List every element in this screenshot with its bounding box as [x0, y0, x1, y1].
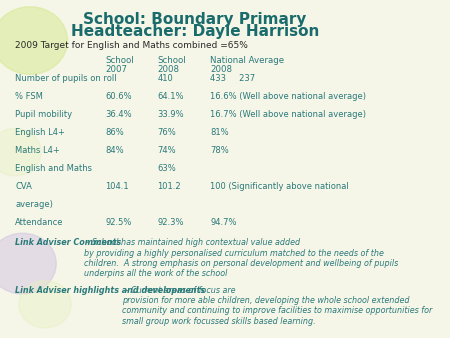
Text: 92.3%: 92.3% — [158, 218, 184, 227]
Text: 81%: 81% — [210, 128, 229, 137]
Circle shape — [0, 7, 68, 74]
Text: National Average: National Average — [210, 56, 284, 65]
Circle shape — [0, 128, 41, 176]
Text: 410: 410 — [158, 74, 173, 83]
Text: - School has maintained high contextual value added
by providing a highly person: - School has maintained high contextual … — [85, 238, 399, 279]
Text: 2009 Target for English and Maths combined =65%: 2009 Target for English and Maths combin… — [15, 41, 248, 50]
Text: 16.6% (Well above national average): 16.6% (Well above national average) — [210, 92, 366, 101]
Text: Headteacher: Dayle Harrison: Headteacher: Dayle Harrison — [71, 24, 319, 39]
Text: School: School — [105, 56, 134, 65]
Text: Pupil mobility: Pupil mobility — [15, 110, 72, 119]
Text: CVA: CVA — [15, 182, 32, 191]
Circle shape — [19, 281, 71, 328]
Text: 78%: 78% — [210, 146, 229, 155]
Text: 16.7% (Well above national average): 16.7% (Well above national average) — [210, 110, 366, 119]
Text: Link Adviser Comments: Link Adviser Comments — [15, 238, 121, 247]
Text: 433     237: 433 237 — [210, 74, 255, 83]
Text: 101.2: 101.2 — [158, 182, 181, 191]
Text: – Current areas of focus are
provision for more able children, developing the wh: – Current areas of focus are provision f… — [122, 286, 432, 326]
Text: 92.5%: 92.5% — [105, 218, 131, 227]
Text: 84%: 84% — [105, 146, 124, 155]
Text: 2007: 2007 — [105, 65, 127, 74]
Text: English L4+: English L4+ — [15, 128, 65, 137]
Text: 2008: 2008 — [210, 65, 232, 74]
Text: Link Adviser highlights and developments: Link Adviser highlights and developments — [15, 286, 205, 295]
Circle shape — [0, 233, 56, 294]
Text: 100 (Significantly above national: 100 (Significantly above national — [210, 182, 349, 191]
Text: 76%: 76% — [158, 128, 176, 137]
Text: English and Maths: English and Maths — [15, 164, 92, 173]
Text: 63%: 63% — [158, 164, 176, 173]
Text: 33.9%: 33.9% — [158, 110, 184, 119]
Text: School: Boundary Primary: School: Boundary Primary — [83, 12, 307, 27]
Text: 2008: 2008 — [158, 65, 180, 74]
Text: Maths L4+: Maths L4+ — [15, 146, 60, 155]
Text: average): average) — [15, 200, 53, 209]
Text: School: School — [158, 56, 186, 65]
Text: 86%: 86% — [105, 128, 124, 137]
Text: % FSM: % FSM — [15, 92, 43, 101]
Text: 60.6%: 60.6% — [105, 92, 132, 101]
Text: Number of pupils on roll: Number of pupils on roll — [15, 74, 117, 83]
Text: 94.7%: 94.7% — [210, 218, 237, 227]
Text: 64.1%: 64.1% — [158, 92, 184, 101]
Text: 104.1: 104.1 — [105, 182, 129, 191]
Text: 36.4%: 36.4% — [105, 110, 132, 119]
Text: Attendance: Attendance — [15, 218, 63, 227]
Text: 74%: 74% — [158, 146, 176, 155]
